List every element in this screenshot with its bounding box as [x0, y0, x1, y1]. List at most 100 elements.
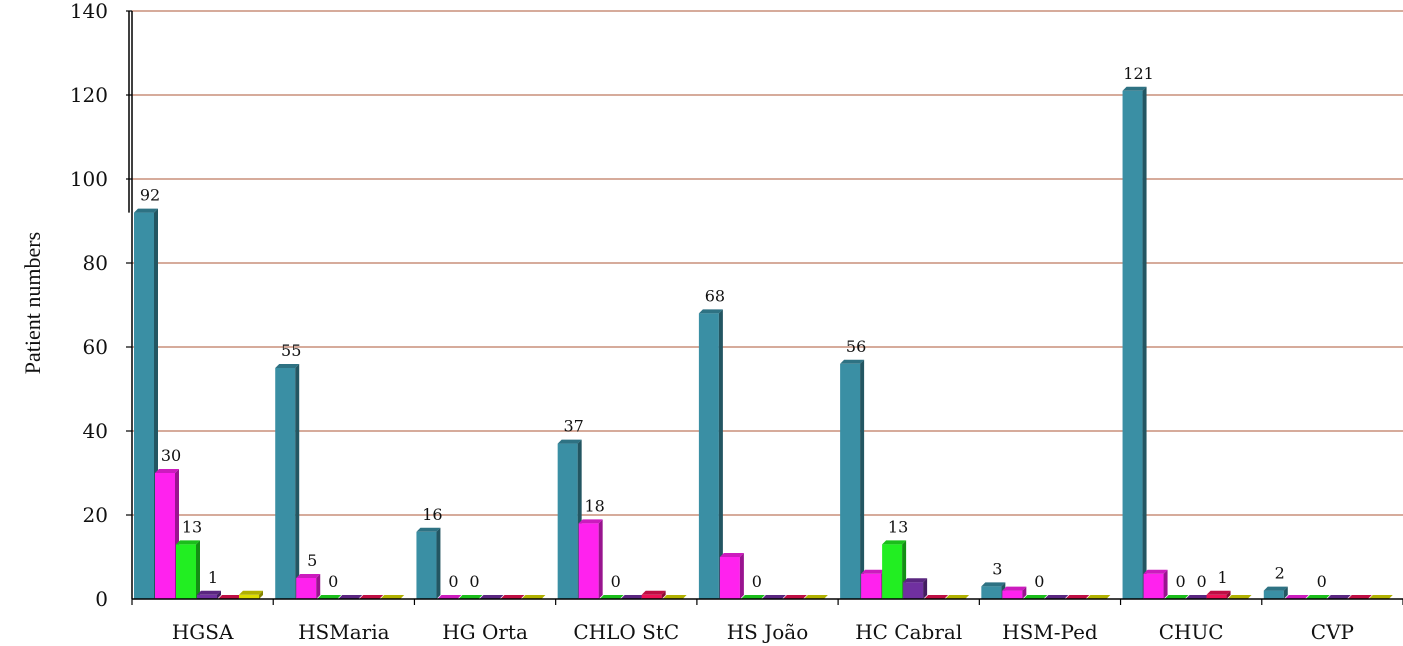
- bar-top: [761, 595, 786, 599]
- bar-front: [1263, 590, 1284, 599]
- bar-side: [598, 519, 603, 599]
- bar-top: [359, 595, 384, 599]
- data-label: 0: [1196, 572, 1206, 591]
- bar-front: [1143, 573, 1164, 599]
- bar-front: [275, 368, 296, 599]
- bar-side: [661, 590, 666, 599]
- bar: [1002, 586, 1027, 599]
- bar-front: [840, 363, 861, 599]
- bar: [698, 309, 723, 599]
- bar: [1206, 590, 1231, 599]
- data-label: 0: [469, 572, 479, 591]
- data-label: 68: [705, 286, 725, 305]
- bar-top: [662, 595, 687, 599]
- bar-top: [599, 595, 624, 599]
- axes: [126, 10, 1403, 605]
- bar-side: [295, 364, 300, 599]
- bar-top: [803, 595, 828, 599]
- bar: [981, 582, 1006, 599]
- bar: [521, 595, 546, 599]
- bar-top: [521, 595, 546, 599]
- bar-front: [1122, 90, 1143, 600]
- data-label: 16: [422, 505, 442, 524]
- bar-top: [155, 469, 179, 473]
- bar-side: [1226, 590, 1231, 599]
- bar-side: [217, 590, 221, 599]
- bar: [1143, 569, 1168, 599]
- x-category-label: HGSA: [172, 620, 234, 644]
- bar: [176, 540, 200, 599]
- bar-front: [641, 594, 662, 599]
- bar: [380, 595, 405, 599]
- bar: [1227, 595, 1252, 599]
- data-label: 0: [448, 572, 458, 591]
- bar-top: [698, 309, 723, 314]
- bar-top: [620, 595, 645, 599]
- bar: [719, 553, 744, 599]
- bar-top: [1023, 595, 1048, 599]
- bar: [338, 595, 363, 599]
- bar-side: [316, 574, 321, 599]
- bar-top: [557, 439, 582, 444]
- bar-top: [1347, 595, 1372, 599]
- bar: [317, 595, 342, 599]
- bar: [416, 527, 441, 599]
- bar: [1065, 595, 1090, 599]
- y-tick-label: 40: [83, 419, 108, 443]
- bar-top: [275, 364, 300, 368]
- bar-top: [239, 590, 263, 595]
- bar-side: [739, 553, 744, 599]
- x-category-label: HC Cabral: [855, 620, 962, 644]
- bar: [599, 595, 624, 599]
- bar-side: [860, 359, 865, 599]
- bar-top: [903, 578, 928, 583]
- bar-side: [1142, 86, 1147, 600]
- data-label: 121: [1123, 64, 1154, 83]
- bar-top: [1326, 595, 1351, 599]
- bar-side: [436, 527, 441, 599]
- data-label: 13: [888, 517, 908, 536]
- bar: [275, 364, 300, 599]
- bar: [840, 359, 865, 599]
- bar-top: [296, 574, 321, 578]
- bar-side: [259, 590, 263, 599]
- bar-top: [861, 569, 886, 574]
- gridlines: [132, 10, 1403, 516]
- data-label: 13: [182, 517, 202, 536]
- data-label: 1: [1217, 568, 1227, 587]
- bars: [134, 86, 1393, 600]
- bar-top: [437, 595, 462, 599]
- bar-top: [1284, 595, 1309, 599]
- data-label: 1: [208, 568, 218, 587]
- bar-top: [1122, 86, 1147, 91]
- bar-front: [981, 586, 1002, 599]
- data-label: 0: [1175, 572, 1185, 591]
- x-category-label: HG Orta: [442, 620, 528, 644]
- bar: [1086, 595, 1111, 599]
- y-tick-label: 140: [70, 0, 108, 23]
- data-label: 0: [611, 572, 621, 591]
- bar-top: [1227, 595, 1252, 599]
- x-category-label: HSMaria: [298, 620, 390, 644]
- bar: [782, 595, 807, 599]
- bar-top: [945, 595, 970, 599]
- bar-side: [196, 540, 200, 599]
- bar: [882, 540, 907, 599]
- bar-side: [1022, 586, 1027, 599]
- bar-side: [923, 578, 928, 599]
- bar: [924, 595, 949, 599]
- y-tick-label: 100: [70, 167, 108, 191]
- bar-top: [1263, 586, 1288, 591]
- bar-top: [500, 595, 525, 599]
- x-category-labels: HGSA HSMaria HG Orta CHLO StC HS João HC Cabr…: [172, 620, 1354, 644]
- bar: [578, 519, 603, 599]
- y-axis-title: Patient numbers: [20, 232, 45, 374]
- y-tick-label: 20: [83, 503, 108, 527]
- bar: [296, 574, 321, 599]
- y-tick-label: 120: [70, 83, 108, 107]
- bar-top: [1086, 595, 1111, 599]
- bar-front: [1002, 590, 1023, 599]
- bar-top: [416, 527, 441, 532]
- bar-front: [719, 557, 740, 599]
- bar-top: [924, 595, 949, 599]
